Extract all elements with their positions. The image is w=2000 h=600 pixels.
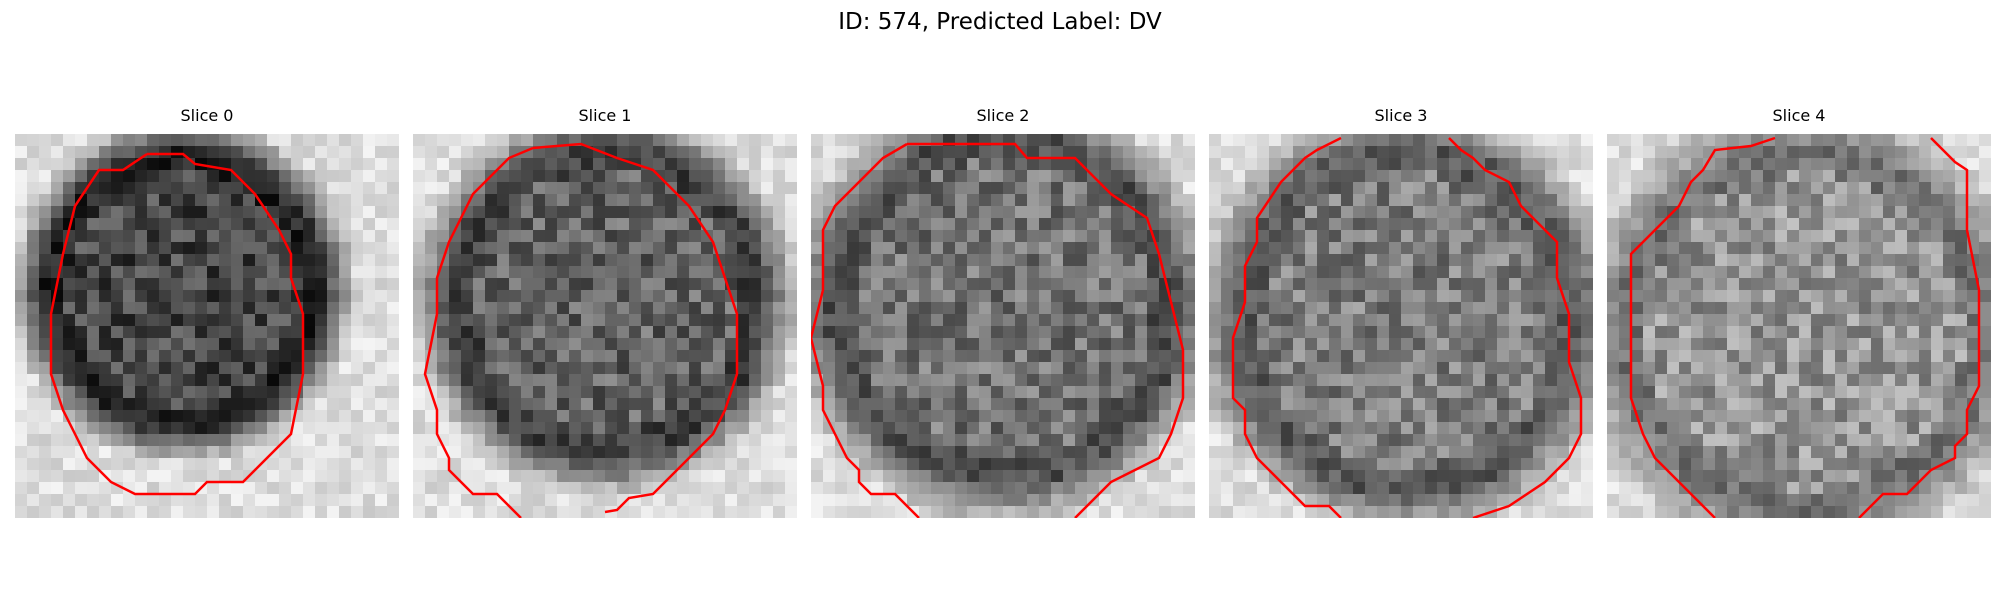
slice-image <box>1209 134 1593 518</box>
segmentation-contour <box>1231 136 1583 518</box>
slice-image <box>1607 134 1991 518</box>
segmentation-contour <box>49 152 305 496</box>
slice-title: Slice 4 <box>1772 106 1826 125</box>
slice-title: Slice 2 <box>976 106 1030 125</box>
slice-image <box>413 134 797 518</box>
segmentation-contour <box>1629 136 1981 518</box>
slice-title: Slice 0 <box>180 106 234 125</box>
slice-title: Slice 3 <box>1374 106 1428 125</box>
segmentation-contour <box>811 142 1185 518</box>
segmentation-contour <box>423 142 739 518</box>
slice-image <box>811 134 1195 518</box>
slice-title: Slice 1 <box>578 106 632 125</box>
figure-title: ID: 574, Predicted Label: DV <box>838 9 1162 35</box>
